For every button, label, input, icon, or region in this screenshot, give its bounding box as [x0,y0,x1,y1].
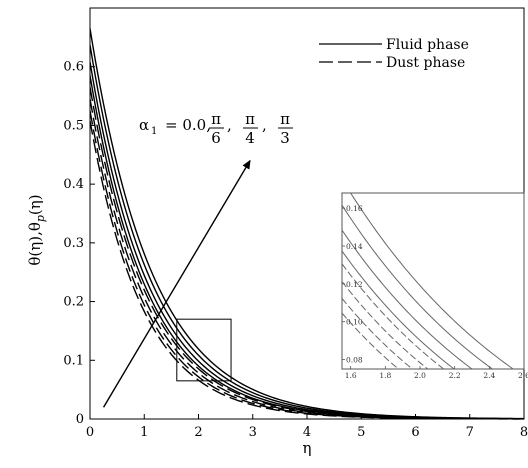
zoom-box [176,318,232,382]
x-tick-label: 7 [466,425,474,440]
y-axis: 0 0.1 0.2 0.3 0.4 0.5 0.6 [63,60,95,427]
fraction-1-denominator: 6 [211,129,221,147]
y-tick-label: 0.6 [63,60,84,75]
inset-y-axis: 0.08 0.10 0.12 0.14 0.16 [342,204,363,365]
inset-background [341,192,525,370]
fraction-2-numerator: π [245,110,255,128]
fraction-1-comma: , [227,116,232,134]
inset-chart: 1.6 1.8 2.0 2.2 2.4 2.6 0.08 0.10 0.12 0.14 0.16 [341,192,528,380]
x-tick-label: 1 [140,425,148,440]
inset-series-group [342,193,515,369]
alpha-annotation: α 1 = 0.0, π 6 , π 4 , π 3 [139,110,293,147]
alpha-symbol: α [139,116,149,134]
inset-x-tick-label: 2.6 [518,371,528,380]
inset-series-line-7 [342,298,414,369]
x-tick-label: 2 [194,425,202,440]
inset-y-tick-label: 0.10 [346,318,363,327]
inset-x-axis: 1.6 1.8 2.0 2.2 2.4 2.6 [345,366,528,380]
inset-y-tick-label: 0.08 [346,356,363,365]
fraction-3-numerator: π [280,110,290,128]
inset-y-tick-label: 0.12 [346,280,363,289]
inset-series-line-3 [342,229,473,369]
legend-label-fluid: Fluid phase [386,37,469,53]
y-tick-label: 0.5 [63,118,84,133]
inset-y-tick-label: 0.14 [346,242,363,251]
x-tick-label: 5 [357,425,365,440]
inset-x-tick-label: 2.0 [414,371,426,380]
fraction-3-denominator: 3 [280,129,290,147]
fraction-2-denominator: 4 [245,129,255,147]
alpha-arrow [102,159,251,408]
inset-series-line-5 [342,263,445,369]
inset-series-line-4 [342,250,455,369]
x-tick-label: 8 [520,425,528,440]
legend-label-dust: Dust phase [386,55,465,71]
inset-series-line-6 [342,281,429,369]
inset-y-tick-label: 0.16 [346,204,363,213]
y-axis-title: θ(η),θp(η) [26,194,47,265]
inset-x-tick-label: 1.8 [379,371,391,380]
y-tick-label: 0.4 [63,177,84,192]
y-tick-label: 0.3 [63,236,84,251]
inset-x-tick-label: 2.2 [449,371,461,380]
inset-series-line-8 [342,312,400,369]
series-group [90,28,524,420]
x-tick-label: 0 [86,425,94,440]
y-tick-label: 0.2 [63,295,84,310]
fraction-1-numerator: π [211,110,221,128]
x-axis-title: η [303,439,312,457]
y-tick-label: 0.1 [63,353,84,368]
x-tick-label: 4 [303,425,311,440]
inset-x-tick-label: 1.6 [345,371,357,380]
alpha-prefix: = 0.0, [165,116,211,134]
fraction-2-comma: , [262,116,267,134]
inset-x-tick-label: 2.4 [483,371,495,380]
series-line-8 [90,120,524,420]
series-line-7 [90,110,524,420]
x-tick-label: 6 [411,425,419,440]
alpha-subscript: 1 [151,126,157,137]
y-tick-label: 0 [76,412,84,427]
x-tick-label: 3 [249,425,257,440]
inset-series-line-1 [350,193,515,369]
legend: Fluid phase Dust phase [319,37,469,71]
inset-series-line-2 [342,204,494,369]
